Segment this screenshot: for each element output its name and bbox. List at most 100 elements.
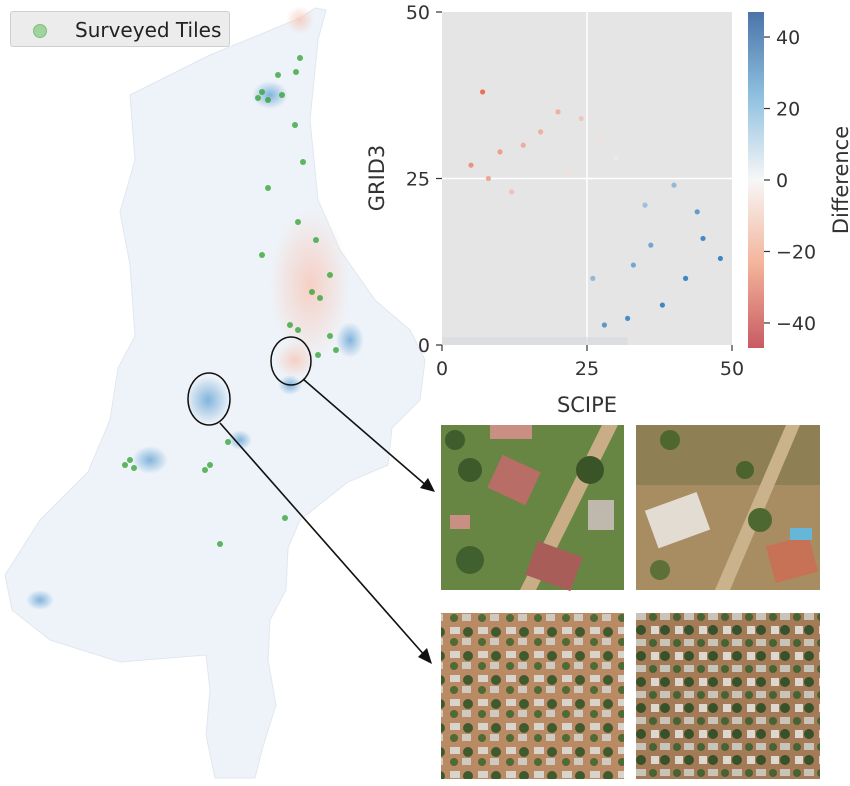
surveyed-tile-marker	[259, 252, 265, 258]
scatter-point	[538, 129, 544, 135]
surveyed-tile-marker	[313, 237, 319, 243]
arrowhead-top	[420, 478, 435, 492]
scatter-point	[717, 255, 724, 262]
surveyed-tile-marker	[275, 72, 281, 78]
x-tick-label: 0	[436, 358, 448, 380]
map-legend: Surveyed Tiles	[10, 11, 230, 47]
legend-label: Surveyed Tiles	[75, 18, 222, 42]
scatter-point	[625, 315, 631, 321]
surveyed-tile-marker	[300, 159, 306, 165]
tile-top-right	[636, 425, 820, 590]
surveyed-tile-marker	[279, 92, 285, 98]
scatter-point	[596, 135, 602, 142]
scatter-point	[480, 89, 486, 95]
scatter-point	[520, 142, 526, 148]
scatter-point	[601, 322, 608, 328]
y-tick-label: 25	[406, 169, 430, 191]
y-tick-label: 50	[406, 2, 430, 24]
map-blue-zone	[252, 81, 288, 109]
colorbar-label: Difference	[829, 126, 850, 234]
scatter-point	[485, 175, 491, 182]
scatter-point	[648, 242, 654, 248]
map-blue-zone	[132, 446, 168, 474]
surveyed-tile-marker	[122, 462, 128, 468]
map-blue-zone	[26, 590, 54, 610]
map-blue-zone	[186, 376, 230, 424]
scatter-point	[642, 202, 648, 208]
surveyed-tile-marker	[265, 97, 271, 103]
y-axis-label: GRID3	[365, 145, 389, 212]
surveyed-tile-marker	[295, 327, 301, 333]
surveyed-tile-marker	[207, 462, 213, 468]
colorbar-tick-label: −40	[776, 313, 816, 335]
scatter-point	[659, 302, 666, 308]
surveyed-tile-marker	[309, 289, 315, 295]
scatter-point	[630, 262, 637, 268]
surveyed-tile-marker	[255, 95, 261, 101]
surveyed-tile-marker	[217, 541, 223, 547]
scatter-points	[442, 89, 724, 345]
arrow-to-top-tiles	[302, 378, 429, 488]
y-tick-label: 0	[418, 335, 430, 357]
highlight-circle-blue	[187, 372, 231, 426]
surveyed-tile-marker	[287, 322, 293, 328]
surveyed-tile-marker	[127, 457, 133, 463]
surveyed-tile-marker	[202, 467, 208, 473]
tile-bottom-right	[636, 613, 820, 779]
scatter-point	[567, 169, 573, 175]
surveyed-tile-marker	[327, 333, 333, 339]
colorbar-ticks: 40 20 0 −20 −40	[764, 27, 816, 335]
colorbar-tick-label: 0	[776, 170, 788, 192]
map-pink-zone	[275, 342, 315, 378]
surveyed-tile-marker	[327, 272, 333, 278]
scatter-point	[683, 275, 689, 281]
surveyed-tiles-layer	[122, 55, 339, 547]
colorbar-tick-label: 40	[776, 27, 800, 49]
surveyed-tile-marker	[317, 295, 323, 301]
scatter-point	[694, 209, 700, 215]
x-axis-label: SCIPE	[557, 393, 617, 417]
surveyed-tile-marker	[292, 122, 298, 128]
legend-marker	[33, 24, 47, 38]
arrowhead-bottom	[418, 648, 432, 664]
scatter-point	[590, 275, 596, 281]
scatter-point	[555, 109, 561, 115]
surveyed-tile-marker	[293, 69, 299, 75]
tile-bottom-left	[441, 613, 624, 779]
map-blue-zone	[228, 430, 252, 450]
surveyed-tile-marker	[225, 439, 231, 445]
colorbar: 40 20 0 −20 −40 Difference	[748, 12, 850, 348]
surveyed-tile-marker	[282, 515, 288, 521]
map-pink-zone	[286, 6, 314, 34]
surveyed-tile-marker	[131, 465, 137, 471]
x-tick-label: 25	[575, 358, 599, 380]
surveyed-tile-marker	[265, 185, 271, 191]
surveyed-tile-marker	[297, 55, 303, 61]
region-map	[4, 6, 426, 779]
colorbar-tick-label: 20	[776, 99, 800, 121]
scatter-point	[468, 162, 474, 168]
highlight-circle-pink	[270, 336, 312, 386]
tile-top-left	[441, 425, 624, 592]
scatter-point	[613, 155, 619, 162]
scatter-point	[497, 149, 503, 155]
zero-band	[442, 337, 628, 345]
scatter-point	[509, 189, 515, 195]
satellite-tiles	[441, 425, 820, 779]
scatter-point	[700, 235, 706, 242]
surveyed-tile-marker	[333, 347, 339, 353]
y-axis: 0 25 50	[406, 2, 442, 357]
map-blue-zone	[336, 322, 364, 358]
scatter-point	[671, 182, 677, 188]
surveyed-tile-marker	[295, 219, 301, 225]
arrow-to-bottom-tiles	[219, 422, 427, 658]
scatter-plot: 0 25 50 0 25 50 SCIPE GRID3	[365, 2, 744, 417]
callout-arrows	[219, 378, 435, 664]
x-axis: 0 25 50	[436, 345, 744, 380]
colorbar-gradient	[748, 12, 764, 348]
surveyed-tile-marker	[315, 352, 321, 358]
surveyed-tile-marker	[259, 89, 265, 95]
x-tick-label: 50	[720, 358, 744, 380]
